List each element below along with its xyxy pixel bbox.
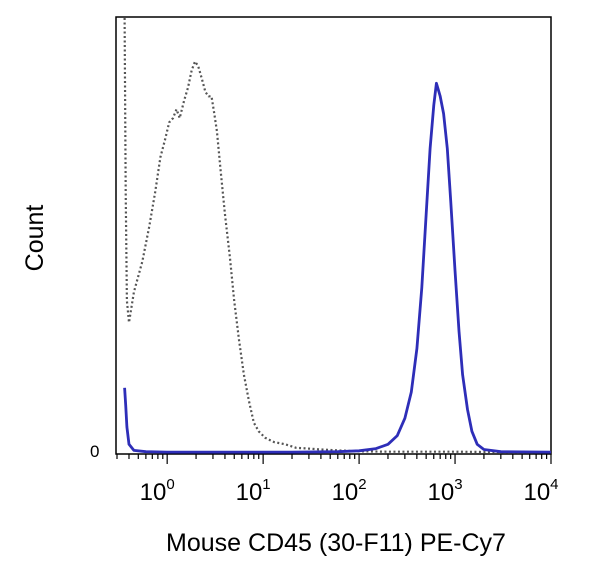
x-tick-label: 103 <box>428 476 463 506</box>
isotype-control-line <box>123 17 551 454</box>
histogram-series <box>123 17 552 454</box>
x-axis-ticks <box>116 454 552 464</box>
x-tick-label: 102 <box>332 476 367 506</box>
x-tick-label: 104 <box>523 476 558 506</box>
stained-sample-line <box>123 81 552 454</box>
y-zero-label: 0 <box>90 442 99 461</box>
x-axis-label: Mouse CD45 (30-F11) PE-Cy7 <box>166 529 506 557</box>
x-tick-label: 101 <box>236 476 271 506</box>
x-axis-tick-labels: 100 101 102 103 104 <box>140 476 559 506</box>
y-axis-label: Count <box>21 205 49 272</box>
plot-frame <box>115 16 552 455</box>
x-tick-label: 100 <box>140 476 175 506</box>
